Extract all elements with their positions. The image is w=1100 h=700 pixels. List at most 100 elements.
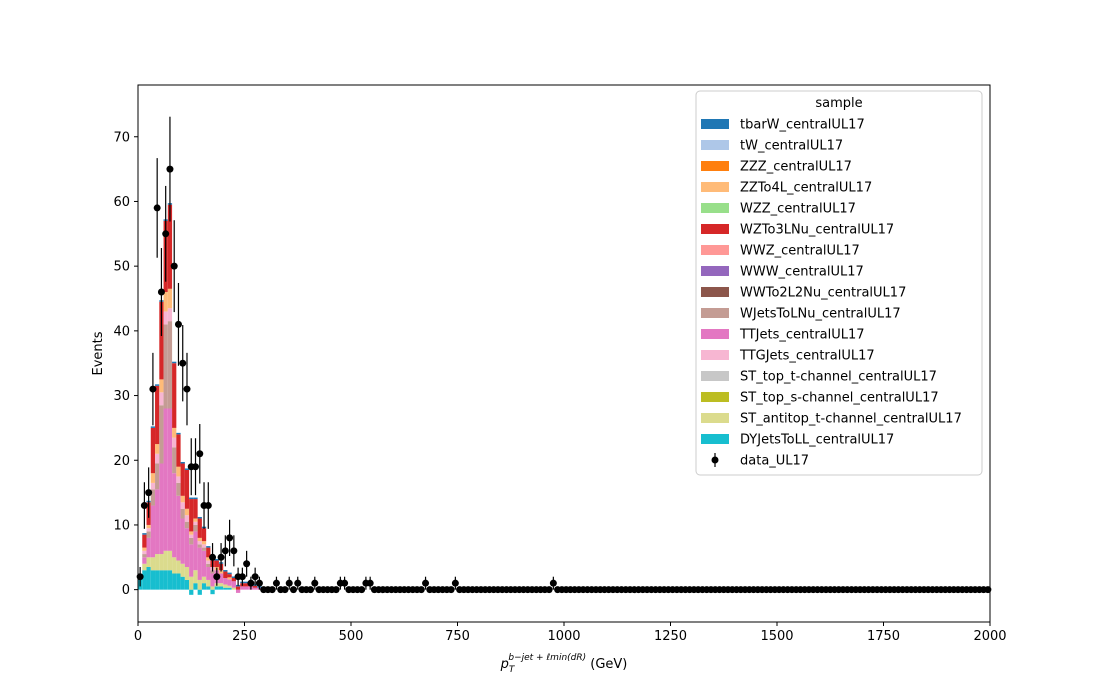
- bar-tbarw-centralul17: [142, 533, 147, 535]
- legend-box: [695, 90, 983, 476]
- bar-ttjets-centralul17: [193, 531, 198, 571]
- bar-wjetstolnu-centralul17: [142, 554, 147, 558]
- bar-ttjets-centralul17: [223, 578, 228, 585]
- bar-wzto3lnu-centralul17: [189, 499, 194, 532]
- bar-zzto4l-centralul17: [142, 547, 147, 551]
- bar-tbarw-centralul17: [244, 581, 249, 584]
- x-axis-ticks: 0 250 500 750 1000 1250 1500 1750 2000: [134, 622, 1007, 644]
- bar-zzto4l-centralul17: [227, 577, 232, 580]
- bar-st-antitop-t-channel-centralul17: [176, 560, 181, 574]
- data-point: [307, 586, 315, 594]
- bar-zzto4l-centralul17: [197, 537, 202, 542]
- bar-zzto4l-centralul17: [206, 557, 211, 561]
- svg-text:ZZTo4L_centralUL17: ZZTo4L_centralUL17: [740, 181, 872, 196]
- legend-entry: WZTo3LNu_centralUL17: [701, 223, 894, 238]
- y-axis-ticks: 0 10 20 30 40 50 60 70: [113, 130, 138, 598]
- bar-tbarw-centralul17: [214, 559, 219, 561]
- bar-ttgjets-centralul17: [167, 308, 173, 322]
- data-point: [545, 586, 553, 594]
- legend-entry: ST_antitop_t-channel_centralUL17: [701, 412, 962, 427]
- bar-tbarw-centralul17: [189, 497, 194, 500]
- bar-tbarw-centralul17: [206, 546, 211, 548]
- bar-wjetstolnu-centralul17: [184, 521, 190, 529]
- bar-wjetstolnu-centralul17: [167, 321, 173, 409]
- legend-entry: TTGJets_centralUL17: [701, 349, 875, 364]
- legend-entry: tW_centralUL17: [701, 139, 843, 154]
- bar-dyjetstoll-centralul17: [201, 583, 207, 590]
- bar-dyjetstoll-centralul17: [176, 573, 181, 590]
- bar-ttjets-centralul17: [172, 473, 177, 558]
- data-point: [294, 576, 302, 590]
- bar-zzto4l-centralul17: [180, 495, 185, 503]
- x-tick-label: 1250: [654, 629, 687, 644]
- svg-text:WZZ_centralUL17: WZZ_centralUL17: [740, 202, 856, 217]
- bar-ttjets-centralul17: [227, 579, 232, 586]
- bar-ttjets-centralul17: [167, 408, 173, 551]
- bar-wzto3lnu-centralul17: [172, 363, 177, 428]
- bar-dyjetstoll-centralul17: [172, 573, 177, 590]
- y-tick-label: 70: [113, 130, 130, 145]
- bar-st-antitop-t-channel-centralul17: [189, 576, 194, 590]
- bar-ttjets-centralul17: [253, 587, 258, 590]
- bar-ttjets-centralul17: [240, 586, 245, 590]
- bar-st-antitop-t-channel-centralul17: [197, 579, 202, 590]
- bar-dyjetstoll-centralul17: [167, 570, 173, 590]
- data-point: [204, 482, 212, 529]
- bar-ttgjets-centralul17: [197, 541, 202, 545]
- x-tick-label: 500: [339, 629, 364, 644]
- legend-entry: WWZ_centralUL17: [701, 244, 860, 259]
- bar-ttjets-centralul17: [197, 547, 202, 580]
- bar-ttjets-centralul17: [201, 550, 207, 577]
- bar-wzto3lnu-centralul17: [214, 560, 219, 568]
- svg-text:DYJetsToLL_centralUL17: DYJetsToLL_centralUL17: [740, 433, 894, 448]
- bar-wzto3lnu-centralul17: [227, 574, 232, 578]
- legend: sample tbarW_centralUL17 tW_centralUL17 ZZZ…: [695, 90, 983, 476]
- bar-ttjets-centralul17: [155, 489, 160, 555]
- bar-ttjets-centralul17: [146, 537, 151, 558]
- bar-wjetstolnu-centralul17: [172, 447, 177, 474]
- data-point: [251, 567, 259, 586]
- data-point: [272, 576, 280, 590]
- y-tick-label: 20: [113, 454, 130, 469]
- bar-wjetstolnu-centralul17: [155, 463, 160, 490]
- bar-dyjetstoll-centralul17: [218, 586, 224, 590]
- legend-entry: WWTo2L2Nu_centralUL17: [701, 286, 906, 301]
- data-point: [285, 576, 293, 590]
- bar-zzto4l-centralul17: [201, 541, 207, 545]
- bar-ttjets-centralul17: [142, 557, 147, 564]
- bar-tbarw-centralul17: [150, 426, 156, 428]
- bar-tbarw-centralul17: [180, 461, 185, 464]
- data-point: [341, 576, 349, 590]
- bar-tbarw-centralul17: [197, 516, 202, 519]
- svg-text:ST_antitop_t-channel_centralUL: ST_antitop_t-channel_centralUL17: [740, 412, 962, 427]
- data-point: [451, 576, 459, 590]
- bar-st-antitop-t-channel-centralul17: [172, 557, 177, 574]
- bar-wzto3lnu-centralul17: [253, 585, 258, 588]
- data-point: [183, 352, 191, 426]
- bar-ttjets-centralul17: [206, 567, 211, 580]
- bar-ttjets-centralul17: [180, 518, 185, 564]
- data-point: [217, 543, 225, 572]
- svg-text:WZTo3LNu_centralUL17: WZTo3LNu_centralUL17: [740, 223, 894, 238]
- bar-wzto3lnu-centralul17: [231, 578, 236, 582]
- data-point: [153, 158, 161, 258]
- bar-zzto4l-centralul17: [163, 292, 168, 312]
- bar-dyjetstoll-centralul17: [210, 589, 215, 595]
- bar-ttjets-centralul17: [218, 573, 224, 584]
- bar-ttgjets-centralul17: [189, 534, 194, 538]
- bar-st-antitop-t-channel-centralul17: [146, 557, 151, 568]
- bar-wzto3lnu-centralul17: [244, 583, 249, 587]
- svg-text:tW_centralUL17: tW_centralUL17: [740, 139, 843, 154]
- bar-ttjets-centralul17: [150, 505, 156, 558]
- svg-text:TTJets_centralUL17: TTJets_centralUL17: [739, 328, 865, 343]
- bar-dyjetstoll-centralul17: [146, 567, 151, 590]
- data-point: [162, 185, 170, 282]
- data-point: [196, 424, 204, 484]
- svg-text:WJetsToLNu_centralUL17: WJetsToLNu_centralUL17: [740, 307, 901, 322]
- bar-wjetstolnu-centralul17: [189, 537, 194, 545]
- bar-dyjetstoll-centralul17: [150, 570, 156, 590]
- legend-entry: ST_top_t-channel_centralUL17: [701, 370, 937, 385]
- data-point: [243, 550, 251, 577]
- bar-wjetstolnu-centralul17: [193, 524, 198, 532]
- bar-wzto3lnu-centralul17: [193, 499, 198, 519]
